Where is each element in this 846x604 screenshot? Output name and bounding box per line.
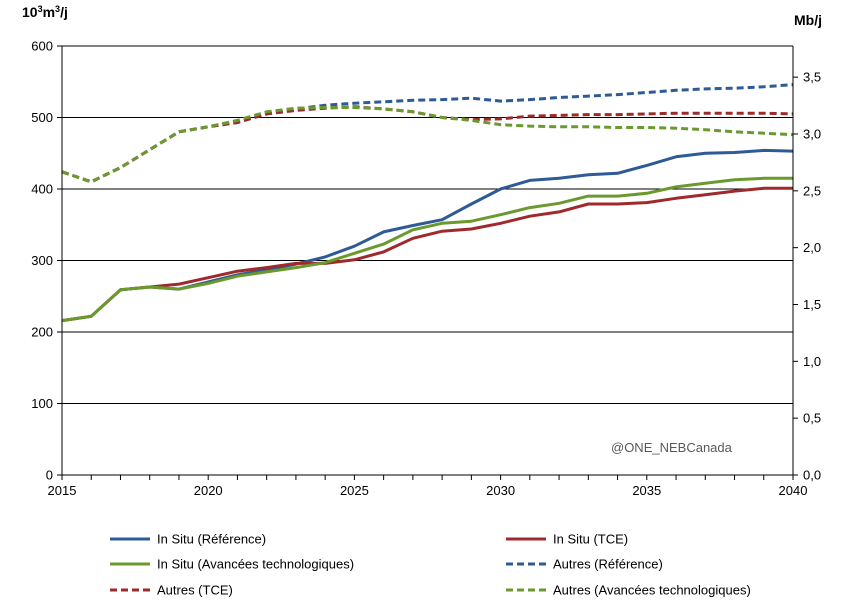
y-left-tick-label: 0 xyxy=(46,468,53,483)
legend-label: In Situ (TCE) xyxy=(553,532,628,547)
y-right-tick-label: 2,5 xyxy=(803,183,821,198)
y-left-tick-label: 600 xyxy=(31,39,53,54)
series-line-2 xyxy=(61,186,793,323)
y-right-tick-label: 3,0 xyxy=(803,126,821,141)
x-tick-label: 2035 xyxy=(632,483,661,498)
legend-label: In Situ (Référence) xyxy=(157,532,266,547)
y-right-ticks: 0,0 0,5 1,0 1,5 2,0 2,5 3,0 3,5 xyxy=(793,70,821,483)
series-line-3 xyxy=(61,176,793,323)
y-right-unit-label: Mb/j xyxy=(794,12,822,28)
x-tick-label: 2030 xyxy=(486,483,515,498)
x-tick-label: 2015 xyxy=(48,483,77,498)
x-ticks: 2015 2020 2025 2030 2035 2040 xyxy=(48,475,808,498)
y-left-tick-label: 300 xyxy=(31,253,53,268)
x-tick-label: 2020 xyxy=(194,483,223,498)
legend-label: Autres (Avancées technologiques) xyxy=(553,583,751,598)
series-line-6 xyxy=(61,106,794,184)
y-right-tick-label: 0,0 xyxy=(803,468,821,483)
y-left-tick-label: 500 xyxy=(31,110,53,125)
y-right-tick-label: 2,0 xyxy=(803,240,821,255)
legend-label: Autres (TCE) xyxy=(157,583,233,598)
x-tick-label: 2025 xyxy=(340,483,369,498)
y-left-unit-label: 103m3/j xyxy=(22,4,68,20)
y-right-tick-label: 3,5 xyxy=(803,70,821,85)
series-lines xyxy=(61,83,794,323)
watermark: @ONE_NEBCanada xyxy=(611,440,733,455)
y-left-tick-label: 200 xyxy=(31,325,53,340)
y-right-tick-label: 1,0 xyxy=(803,354,821,369)
y-left-tick-label: 100 xyxy=(31,396,53,411)
gridlines xyxy=(62,45,793,404)
y-right-tick-label: 0,5 xyxy=(803,411,821,426)
x-tick-label: 2040 xyxy=(779,483,808,498)
y-right-tick-label: 1,5 xyxy=(803,297,821,312)
y-left-tick-label: 400 xyxy=(31,182,53,197)
legend-label: Autres (Référence) xyxy=(553,557,663,572)
y-left-ticks: 0 100 200 300 400 500 600 xyxy=(31,39,62,483)
legend-label: In Situ (Avancées technologiques) xyxy=(157,557,354,572)
legend: In Situ (Référence) In Situ (TCE) In Situ … xyxy=(110,532,751,598)
